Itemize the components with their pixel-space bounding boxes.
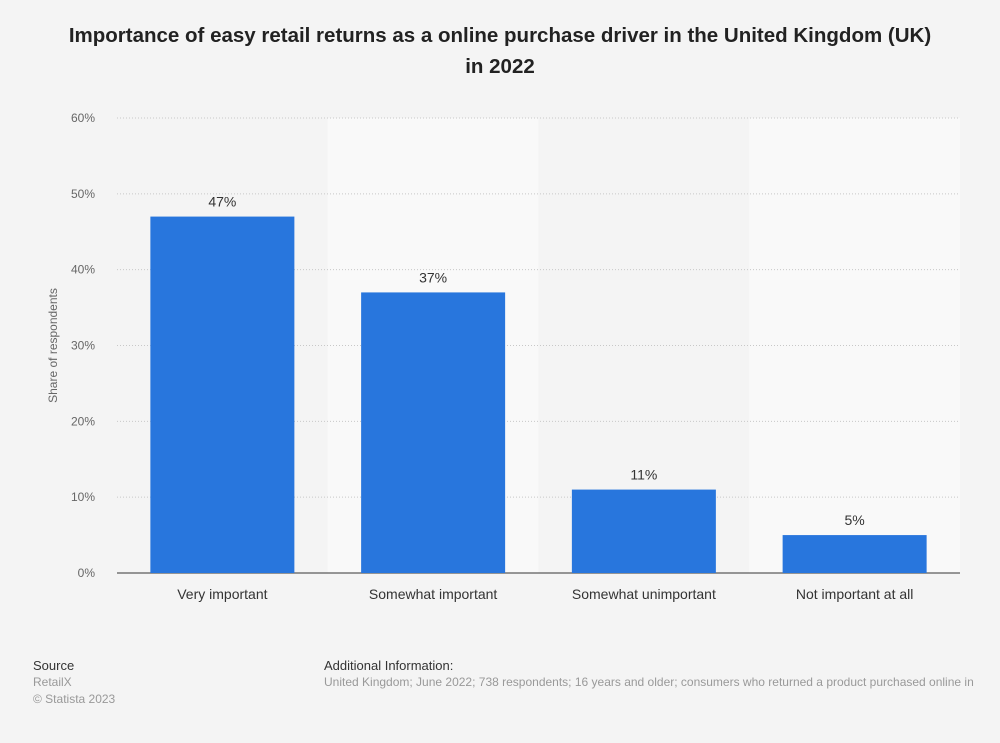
bar[interactable] xyxy=(150,216,295,574)
additional-info-heading: Additional Information: xyxy=(324,658,454,673)
y-tick-label: 30% xyxy=(71,339,95,353)
y-tick-label: 0% xyxy=(78,566,96,580)
chart-title: Importance of easy retail returns as a o… xyxy=(68,24,932,78)
bar-chart: 0% 10% 20% 30% 40% 50% 60% Share of respondents… xyxy=(46,111,960,602)
data-label: 37% xyxy=(419,269,447,285)
additional-info-block: Additional Information: United Kingdom; … xyxy=(324,657,974,691)
y-axis-label: Share of respondents xyxy=(46,288,60,403)
bar[interactable] xyxy=(571,489,716,573)
data-label: 5% xyxy=(845,512,865,528)
y-tick-label: 60% xyxy=(71,111,95,125)
source-block: Source RetailX © Statista 2023 xyxy=(33,657,115,708)
y-tick-label: 40% xyxy=(71,263,95,277)
data-label: 11% xyxy=(630,467,657,483)
additional-info-text: United Kingdom; June 2022; 738 responden… xyxy=(324,675,974,689)
x-tick-label: Not important at all xyxy=(796,586,914,602)
x-tick-label: Somewhat unimportant xyxy=(572,586,716,602)
y-tick-label: 10% xyxy=(71,490,95,504)
bar[interactable] xyxy=(782,535,927,573)
x-tick-label: Somewhat important xyxy=(369,586,498,602)
copyright: © Statista 2023 xyxy=(33,692,116,706)
source-heading: Source xyxy=(33,658,75,673)
data-label: 47% xyxy=(208,194,236,210)
source-name[interactable]: RetailX xyxy=(33,675,72,689)
bar[interactable] xyxy=(361,292,506,573)
y-tick-label: 20% xyxy=(71,414,95,428)
x-tick-label: Very important xyxy=(177,586,267,602)
y-tick-label: 50% xyxy=(71,187,95,201)
